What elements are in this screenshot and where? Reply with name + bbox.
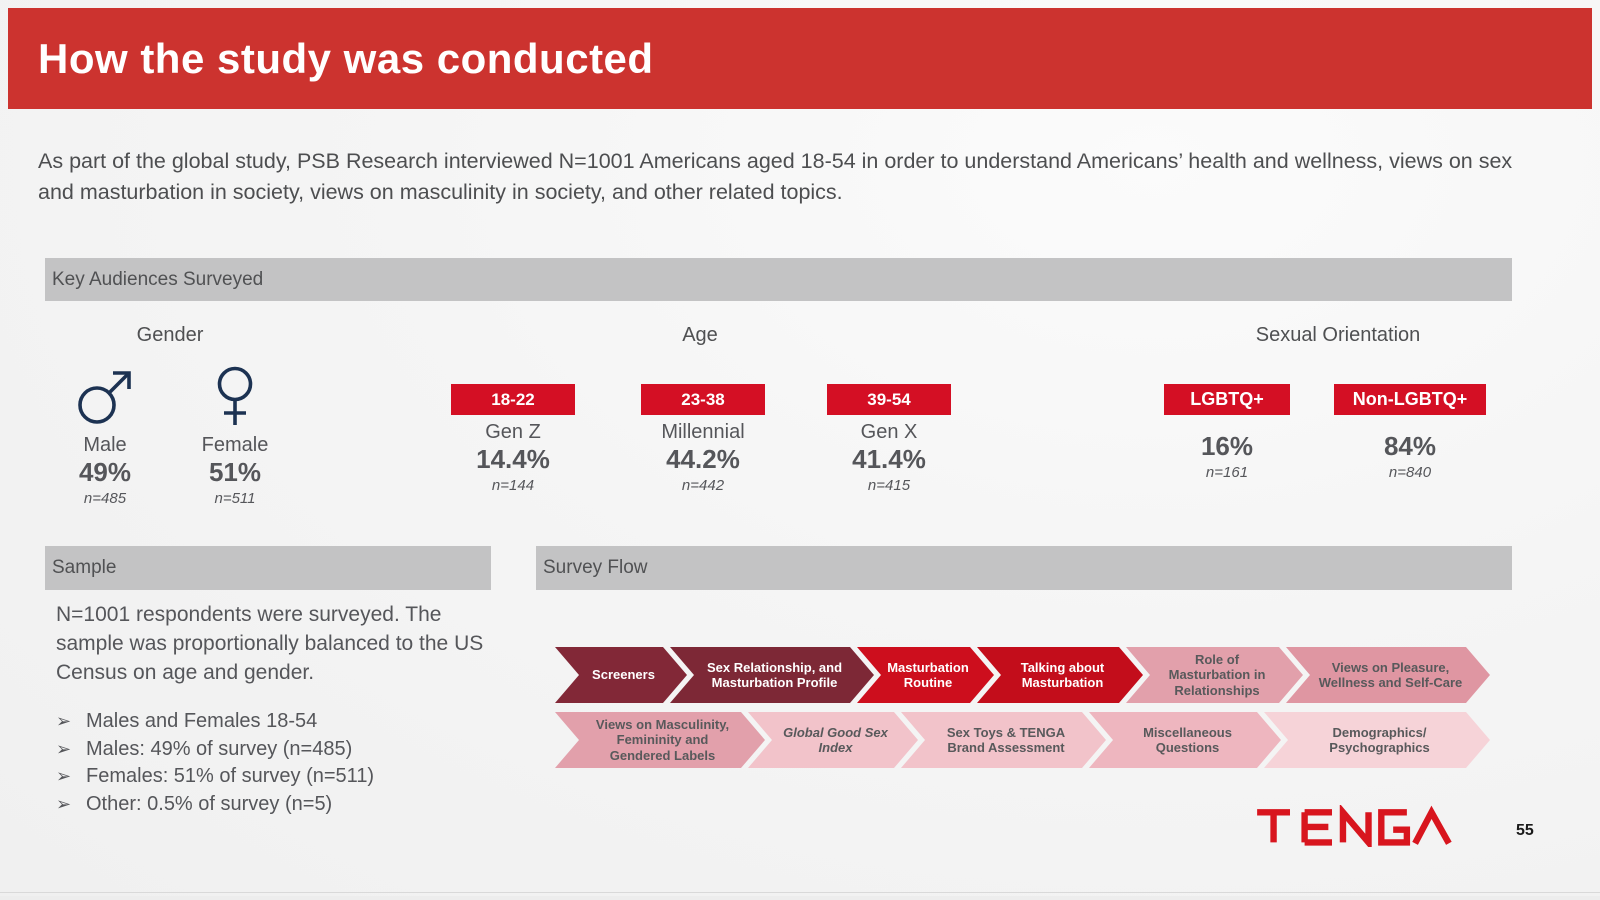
- age-genx-percent: 41.4%: [852, 444, 926, 474]
- survey-flow-row-2: Views on Masculinity, Femininity and Gen…: [555, 712, 1580, 768]
- age-millennial-label: Millennial: [661, 421, 745, 443]
- tenga-logo: [1253, 803, 1453, 852]
- orientation-nonlgbtq-stat: Non-LGBTQ+ 84% n=840: [1315, 384, 1505, 481]
- sample-bullet: Other: 0.5% of survey (n=5): [56, 791, 496, 819]
- sample-bullet: Females: 51% of survey (n=511): [56, 763, 496, 791]
- lgbtq-percent: 16%: [1200, 431, 1254, 461]
- flow-step-masturbation-routine: Masturbation Routine: [857, 647, 994, 703]
- page-title: How the study was conducted: [38, 34, 654, 82]
- male-icon: [78, 371, 131, 424]
- flow-step-global-good-sex-index: Global Good Sex Index: [748, 712, 918, 768]
- age-label: Age: [682, 324, 718, 346]
- gender-male-stat: Male 49% n=485: [40, 368, 170, 507]
- tenga-logo-icon: [1257, 803, 1452, 852]
- gender-label: Gender: [136, 324, 204, 346]
- age-millennial-n: n=442: [681, 477, 725, 494]
- survey-flow-title: Survey Flow: [543, 557, 648, 578]
- sample-bullet: Males and Females 18-54: [56, 708, 496, 736]
- age-millennial-badge: 23-38: [641, 384, 765, 415]
- age-genz-n: n=144: [491, 477, 535, 494]
- survey-flow-row-1: Screeners Sex Relationship, and Masturba…: [555, 647, 1580, 703]
- female-icon: [217, 366, 253, 425]
- flow-step-talking-about-masturbation: Talking about Masturbation: [977, 647, 1143, 703]
- sexual-orientation-label: Sexual Orientation: [1255, 324, 1421, 346]
- lgbtq-badge: LGBTQ+: [1164, 384, 1290, 415]
- flow-step-role-of-masturbation: Role of Masturbation in Relationships: [1126, 647, 1303, 703]
- age-millennial-percent: 44.2%: [666, 444, 740, 474]
- flow-step-screeners: Screeners: [555, 647, 687, 703]
- flow-step-sex-relationship-profile: Sex Relationship, and Masturbation Profi…: [670, 647, 874, 703]
- age-genx-n: n=415: [867, 477, 911, 494]
- male-percent: 49%: [78, 457, 132, 487]
- sample-bullet-list: Males and Females 18-54 Males: 49% of su…: [56, 708, 496, 818]
- slide-header: How the study was conducted: [8, 8, 1592, 109]
- age-genz-label: Gen Z: [485, 421, 541, 443]
- survey-flow-diagram: Screeners Sex Relationship, and Masturba…: [555, 647, 1580, 768]
- key-audiences-title: Key Audiences Surveyed: [52, 268, 264, 290]
- age-genx-stat: 39-54 Gen X 41.4% n=415: [804, 384, 974, 494]
- lgbtq-n: n=161: [1205, 464, 1249, 481]
- female-percent: 51%: [208, 457, 262, 487]
- age-genx-label: Gen X: [860, 421, 918, 443]
- age-genz-badge: 18-22: [451, 384, 575, 415]
- flow-step-miscellaneous-questions: Miscellaneous Questions: [1089, 712, 1281, 768]
- male-label: Male: [83, 434, 127, 456]
- female-label: Female: [201, 434, 269, 456]
- non-lgbtq-n: n=840: [1388, 464, 1432, 481]
- flow-step-demographics-psychographics: Demographics/ Psychographics: [1264, 712, 1490, 768]
- key-audiences-bar: Key Audiences Surveyed: [45, 258, 1512, 301]
- sample-bar: Sample: [45, 546, 491, 590]
- female-n: n=511: [214, 490, 256, 507]
- age-genx-badge: 39-54: [827, 384, 951, 415]
- sample-title: Sample: [52, 557, 117, 578]
- intro-text: As part of the global study, PSB Researc…: [38, 149, 1513, 204]
- non-lgbtq-percent: 84%: [1383, 431, 1437, 461]
- orientation-lgbtq-stat: LGBTQ+ 16% n=161: [1142, 384, 1312, 481]
- age-genz-stat: 18-22 Gen Z 14.4% n=144: [428, 384, 598, 494]
- age-millennial-stat: 23-38 Millennial 44.2% n=442: [618, 384, 788, 494]
- flow-step-sex-toys-brand-assessment: Sex Toys & TENGA Brand Assessment: [901, 712, 1106, 768]
- page-number: 55: [1516, 822, 1534, 839]
- flow-step-views-on-pleasure: Views on Pleasure, Wellness and Self-Car…: [1286, 647, 1490, 703]
- male-n: n=485: [83, 490, 127, 507]
- sample-bullet: Males: 49% of survey (n=485): [56, 736, 496, 764]
- gender-female-stat: Female 51% n=511: [170, 366, 300, 507]
- non-lgbtq-badge: Non-LGBTQ+: [1334, 384, 1486, 415]
- survey-flow-bar: Survey Flow: [536, 546, 1512, 590]
- age-genz-percent: 14.4%: [476, 444, 550, 474]
- flow-step-views-on-masculinity: Views on Masculinity, Femininity and Gen…: [555, 712, 765, 768]
- sample-description: N=1001 respondents were surveyed. The sa…: [56, 603, 484, 684]
